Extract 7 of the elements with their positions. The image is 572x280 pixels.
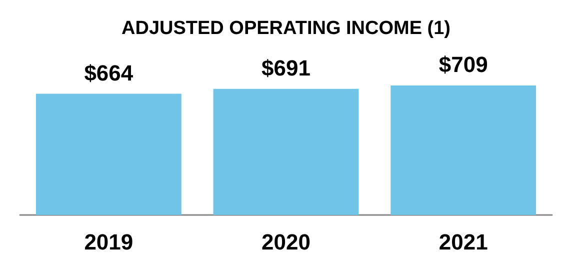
chart-title: ADJUSTED OPERATING INCOME (1) [121,18,451,39]
x-tick-label: 2021 [438,230,488,254]
x-tick-label: 2020 [262,230,310,254]
x-tick-label: 2019 [84,230,134,254]
data-label: $691 [262,55,310,80]
data-label: $664 [84,60,134,86]
data-label: $709 [438,52,488,78]
